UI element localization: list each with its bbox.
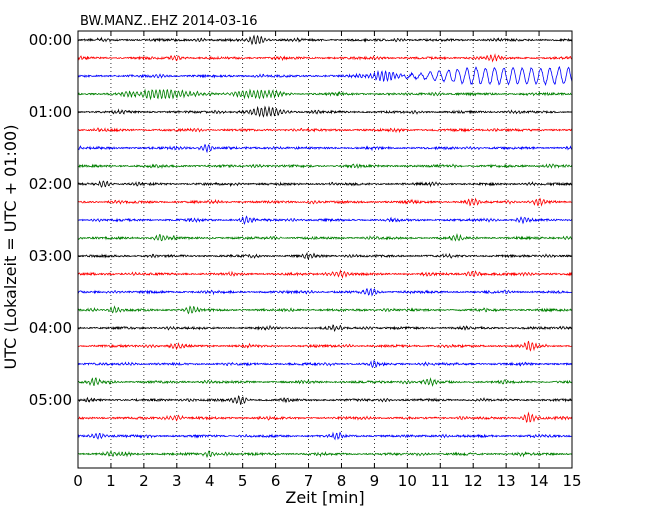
x-tick-label: 4	[205, 472, 215, 490]
y-tick-label: 01:00	[29, 103, 72, 121]
seismogram-trace	[77, 305, 573, 315]
seismogram-trace	[77, 105, 573, 118]
y-axis-ticks: 00:00 01:00 02:00 03:00 04:00 05:00	[29, 31, 572, 409]
x-tick-label: 1	[106, 472, 116, 490]
x-axis-ticks: 0 1 2 3 4 5 6 7 8 9 10 11 12 13 14 15	[73, 31, 582, 490]
seismogram-trace	[77, 197, 573, 207]
x-tick-label: 9	[370, 472, 380, 490]
seismogram-trace	[77, 377, 573, 387]
seismogram-trace	[77, 431, 573, 441]
seismogram-trace	[77, 66, 573, 86]
seismogram-trace	[77, 411, 573, 423]
x-tick-label: 6	[271, 472, 281, 490]
x-tick-label: 12	[464, 472, 483, 490]
x-tick-label: 7	[304, 472, 314, 490]
vertical-gridlines	[110, 31, 540, 468]
x-axis-label: Zeit [min]	[285, 488, 364, 507]
x-tick-label: 2	[139, 472, 149, 490]
seismogram-trace	[77, 269, 573, 279]
seismogram-traces	[77, 34, 573, 458]
seismogram-trace	[77, 88, 573, 101]
seismogram-trace	[77, 251, 573, 260]
y-tick-label: 04:00	[29, 319, 72, 337]
x-tick-label: 5	[238, 472, 248, 490]
seismogram-trace	[77, 34, 573, 46]
plot-background	[78, 31, 572, 468]
y-tick-label: 03:00	[29, 247, 72, 265]
y-axis-label: UTC (Lokalzeit = UTC + 01:00)	[1, 125, 20, 370]
seismogram-trace	[77, 53, 573, 63]
x-tick-label: 8	[337, 472, 347, 490]
y-tick-label: 05:00	[29, 391, 72, 409]
seismogram-trace	[77, 127, 573, 134]
y-tick-label: 00:00	[29, 31, 72, 49]
x-tick-label: 11	[431, 472, 450, 490]
plot-frame	[77, 30, 573, 469]
seismogram-trace	[77, 163, 573, 170]
x-tick-label: 13	[497, 472, 516, 490]
seismogram-trace	[77, 143, 573, 154]
seismogram-trace	[77, 450, 573, 458]
x-tick-label: 3	[172, 472, 182, 490]
x-tick-label: 0	[73, 472, 83, 490]
seismogram-trace	[77, 180, 573, 188]
x-tick-label: 10	[398, 472, 417, 490]
x-tick-label: 15	[562, 472, 581, 490]
seismogram-trace	[77, 359, 573, 369]
seismogram-trace	[77, 287, 573, 297]
x-tick-label: 14	[530, 472, 549, 490]
seismogram-trace	[77, 340, 573, 352]
seismogram-trace	[77, 232, 573, 242]
seismogram-trace	[77, 215, 573, 226]
seismogram-trace	[77, 324, 573, 333]
chart-title: BW.MANZ..EHZ 2014-03-16	[80, 14, 258, 29]
seismogram-trace	[77, 395, 573, 406]
y-tick-label: 02:00	[29, 175, 72, 193]
